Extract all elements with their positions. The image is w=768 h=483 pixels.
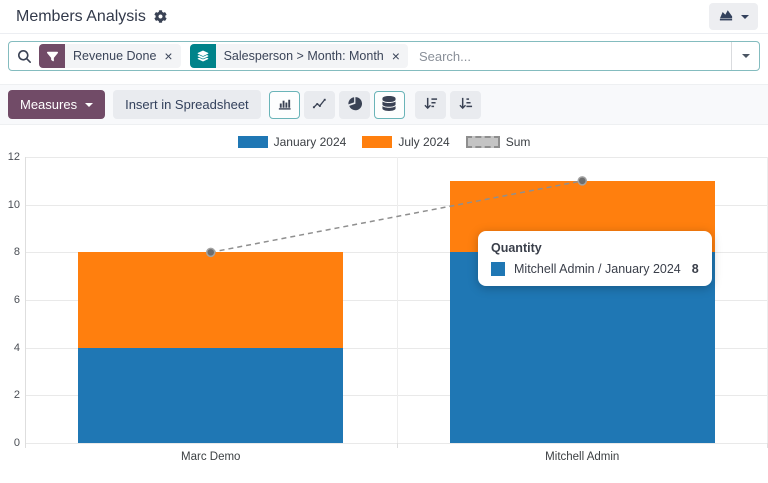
x-axis-tick (396, 443, 398, 448)
y-tick-label: 8 (13, 246, 20, 259)
y-tick-label: 0 (13, 437, 20, 449)
y-tick-label: 6 (13, 294, 20, 306)
title-wrap: Members Analysis (16, 8, 167, 26)
sort-descending-icon (423, 96, 438, 114)
measures-button[interactable]: Measures (8, 90, 106, 119)
y-tick-label: 2 (13, 389, 20, 402)
gridline-vertical (396, 157, 398, 443)
view-switcher-button[interactable] (709, 3, 758, 30)
gridline-vertical (25, 157, 26, 443)
tooltip-title: Quantity (491, 241, 542, 255)
tooltip-label: Mitchell Admin / January 2024 (514, 262, 681, 276)
sum-line (210, 180, 583, 254)
chart-legend: January 2024 July 2024 Sum (0, 135, 768, 149)
sum-point[interactable] (577, 176, 587, 186)
search-row: Revenue Done × Salesperson > Month: Mont… (0, 34, 768, 84)
chart-type-group (268, 90, 481, 119)
caret-down-icon (85, 102, 94, 107)
legend-item-january-2024[interactable]: January 2024 (237, 135, 347, 149)
legend-swatch-dashed (465, 136, 500, 148)
layers-icon (189, 44, 216, 68)
legend-label: July 2024 (398, 135, 450, 149)
line-chart-button[interactable] (303, 90, 335, 119)
page-title: Members Analysis (16, 7, 146, 25)
sort-group (414, 90, 481, 119)
search-bar[interactable]: Revenue Done × Salesperson > Month: Mont… (8, 41, 760, 71)
tooltip-swatch (491, 262, 505, 276)
filter-icon (39, 44, 65, 68)
tooltip-row: Mitchell Admin / January 2024 8 (491, 262, 699, 276)
legend-item-july-2024[interactable]: July 2024 (362, 135, 450, 149)
facet-label: Revenue Done (73, 49, 157, 63)
gear-icon[interactable] (154, 10, 167, 23)
bar-segment-january-2024[interactable] (78, 347, 344, 443)
facet-label: Salesperson > Month: Month (223, 49, 384, 63)
pie-chart-icon (347, 96, 362, 114)
sum-line-layer (206, 176, 587, 258)
sort-ascending-icon (458, 96, 473, 114)
search-input[interactable] (416, 42, 731, 70)
sum-point[interactable] (206, 247, 216, 258)
tooltip-value: 8 (691, 262, 699, 276)
x-tick-label: Marc Demo (181, 451, 241, 463)
search-facet-groupby[interactable]: Salesperson > Month: Month × (189, 44, 408, 68)
legend-label: January 2024 (273, 135, 347, 149)
legend-item-sum[interactable]: Sum (465, 135, 531, 149)
insert-label: Insert in Spreadsheet (125, 97, 249, 112)
x-tick-label: Mitchell Admin (545, 451, 620, 463)
pie-chart-button[interactable] (338, 90, 370, 119)
y-tick-label: 10 (7, 198, 20, 211)
toolbar: Measures Insert in Spreadsheet (0, 84, 768, 125)
caret-down-icon (741, 14, 749, 19)
legend-swatch (362, 136, 393, 148)
stacked-database-icon (382, 95, 396, 114)
search-dropdown-toggle[interactable] (731, 42, 759, 70)
search-facet-filter[interactable]: Revenue Done × (39, 44, 181, 68)
chart-tooltip: Quantity Mitchell Admin / January 2024 8 (478, 231, 712, 286)
header: Members Analysis (0, 0, 768, 34)
area-chart-icon (718, 8, 734, 25)
remove-facet-icon[interactable]: × (164, 48, 173, 64)
sort-descending-button[interactable] (414, 90, 446, 119)
plot-area: 0 2 4 6 8 10 12 Marc Demo Mitchell Admin (8, 151, 768, 463)
chart-area: January 2024 July 2024 Sum 0 2 4 6 8 10 12 Marc D… (0, 125, 768, 483)
bar-chart-icon (277, 96, 292, 114)
sort-ascending-button[interactable] (449, 90, 481, 119)
measures-label: Measures (20, 97, 78, 112)
insert-in-spreadsheet-button[interactable]: Insert in Spreadsheet (113, 90, 261, 119)
legend-swatch (237, 136, 268, 148)
remove-facet-icon[interactable]: × (391, 48, 400, 64)
bar-segment-july-2024[interactable] (78, 252, 344, 348)
x-axis-tick (25, 443, 26, 448)
caret-down-icon (741, 54, 750, 58)
line-chart-icon (312, 96, 327, 114)
y-tick-label: 4 (13, 341, 20, 354)
search-icon (18, 49, 31, 63)
y-tick-label: 12 (7, 151, 20, 163)
legend-label: Sum (505, 135, 531, 149)
bar-chart-button[interactable] (268, 90, 300, 119)
stacked-button[interactable] (373, 90, 405, 119)
